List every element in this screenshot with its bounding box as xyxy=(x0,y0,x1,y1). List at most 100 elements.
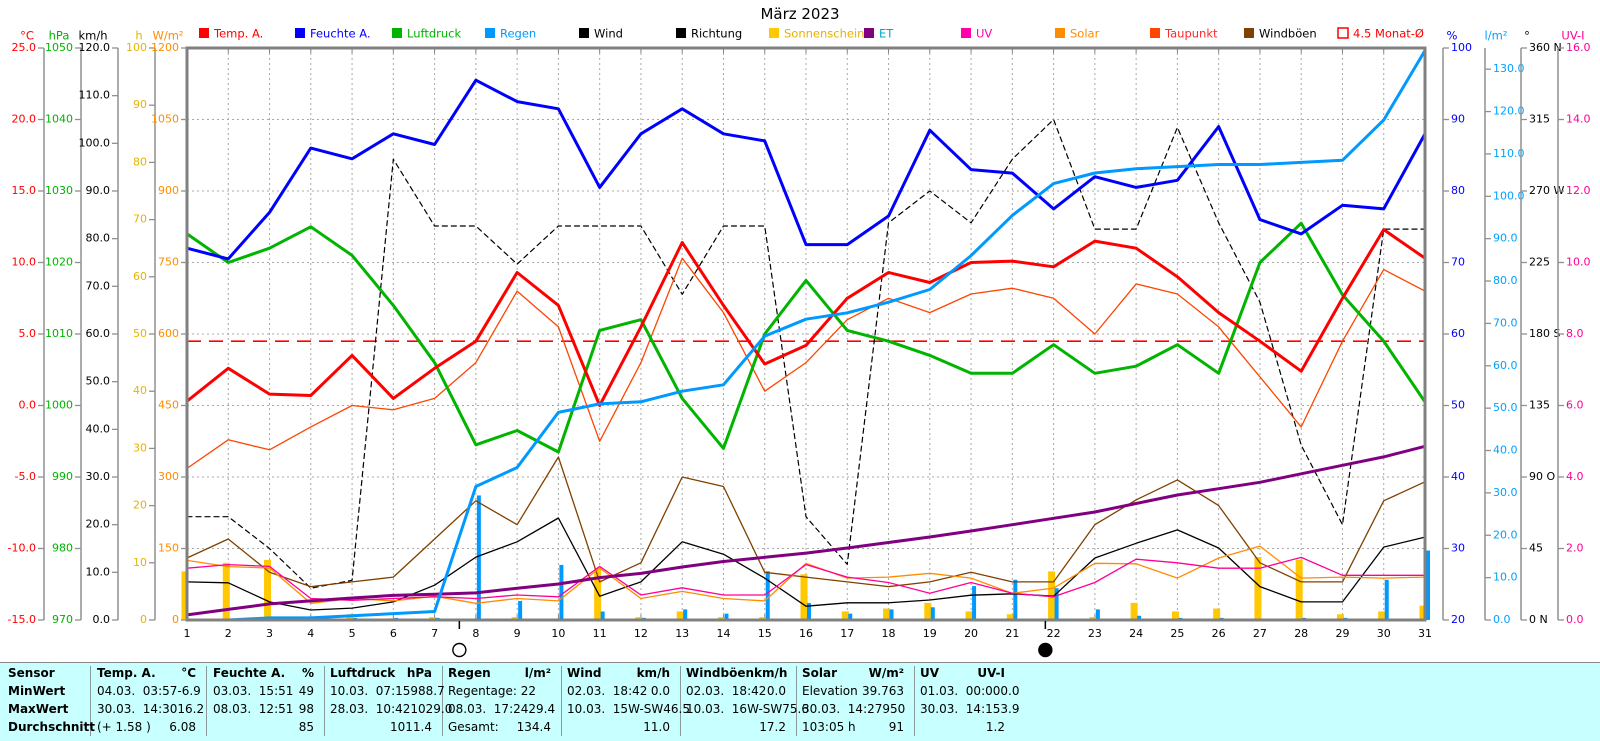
table-row-header: Sensor xyxy=(8,666,55,680)
svg-text:50.0: 50.0 xyxy=(86,375,111,388)
axis-left-°C: °C25.0 20.0 15.0 10.0 5.0 0.0 -5.0 -10.0 -15.0 xyxy=(8,29,45,626)
svg-text:10.0: 10.0 xyxy=(1566,256,1591,269)
svg-text:1000: 1000 xyxy=(45,399,73,412)
table-col-header-luftdruck: Luftdruck hPa xyxy=(330,666,432,680)
series-temp-line xyxy=(186,228,1426,407)
svg-text:0.0: 0.0 xyxy=(1566,613,1584,626)
svg-text:40: 40 xyxy=(133,384,147,397)
svg-text:4.0: 4.0 xyxy=(1566,470,1584,483)
svg-text:600: 600 xyxy=(158,327,179,340)
svg-text:120.0: 120.0 xyxy=(1493,105,1525,118)
svg-text:Taupunkt: Taupunkt xyxy=(1164,27,1218,41)
svg-text:90.0: 90.0 xyxy=(1493,232,1518,245)
svg-text:150: 150 xyxy=(158,542,179,555)
table-cell-max: 10.03. 15W-SW 46.5 xyxy=(567,702,690,716)
table-cell-avg: 1.2 xyxy=(985,720,1005,734)
table-col-header-windb-en: Windböen km/h xyxy=(686,666,788,680)
table-cell-avg: Gesamt: 134.4 xyxy=(448,720,551,734)
svg-text:6: 6 xyxy=(390,627,397,640)
svg-text:70.0: 70.0 xyxy=(1493,316,1518,329)
table-cell-max: 30.03. 14:15 3.9 xyxy=(920,702,1020,716)
series-uv-line xyxy=(186,556,1426,601)
svg-text:60: 60 xyxy=(133,270,147,283)
svg-text:110.0: 110.0 xyxy=(79,89,111,102)
svg-text:20: 20 xyxy=(964,627,978,640)
svg-text:50: 50 xyxy=(1451,399,1465,412)
svg-text:22: 22 xyxy=(1047,627,1061,640)
table-column-divider xyxy=(90,666,91,736)
svg-text:1: 1 xyxy=(184,627,191,640)
svg-text:30.0: 30.0 xyxy=(1493,486,1518,499)
series-feuchte-line xyxy=(186,78,1426,261)
svg-text:20: 20 xyxy=(1451,613,1465,626)
svg-text:50.0: 50.0 xyxy=(1493,401,1518,414)
axis-right-UV-I: UV-I16.0 14.0 12.0 10.0 8.0 6.0 4.0 2.0 0.0 xyxy=(1557,29,1591,626)
table-cell-max: 30.03. 14:30 16.2 xyxy=(97,702,205,716)
svg-text:1030: 1030 xyxy=(45,184,73,197)
svg-text:20.0: 20.0 xyxy=(86,518,111,531)
table-cell-min: 01.03. 00:00 0.0 xyxy=(920,684,1020,698)
svg-text:980: 980 xyxy=(52,542,73,555)
table-cell-avg: 103:05 h 91 xyxy=(802,720,904,734)
legend-item-regen: Regen xyxy=(485,27,536,41)
svg-text:4: 4 xyxy=(307,627,314,640)
svg-text:2.0: 2.0 xyxy=(1566,542,1584,555)
svg-text:450: 450 xyxy=(158,399,179,412)
table-cell-min: 02.03. 18:42 0.0 xyxy=(567,684,670,698)
svg-text:40: 40 xyxy=(1451,470,1465,483)
svg-text:90.0: 90.0 xyxy=(86,184,111,197)
table-cell-avg: 17.2 xyxy=(759,720,786,734)
svg-text:W/m²: W/m² xyxy=(152,29,183,43)
table-col-header-temp-a-: Temp. A. °C xyxy=(97,666,196,680)
svg-text:300: 300 xyxy=(158,470,179,483)
svg-text:Windböen: Windböen xyxy=(1259,27,1317,41)
svg-text:8: 8 xyxy=(472,627,479,640)
svg-text:16: 16 xyxy=(799,627,813,640)
series-luftdruck-line xyxy=(186,221,1426,454)
svg-text:6.0: 6.0 xyxy=(1566,399,1584,412)
svg-text:24: 24 xyxy=(1129,627,1143,640)
svg-text:10: 10 xyxy=(551,627,565,640)
svg-text:900: 900 xyxy=(158,184,179,197)
svg-text:25.0: 25.0 xyxy=(12,41,37,54)
svg-text:20.0: 20.0 xyxy=(12,113,37,126)
table-column-divider xyxy=(796,666,797,736)
svg-text:Wind: Wind xyxy=(594,27,623,41)
svg-text:10.0: 10.0 xyxy=(86,565,111,578)
svg-text:Richtung: Richtung xyxy=(691,27,742,41)
series-solar-line xyxy=(186,545,1426,604)
svg-text:Feuchte A.: Feuchte A. xyxy=(310,27,371,41)
table-cell-avg: 1011.4 xyxy=(390,720,432,734)
axis-right-°: °360 N 315 270 W 225 180 S 135 90 O 45 0 N xyxy=(1520,29,1564,626)
series-windboeen-line xyxy=(186,456,1426,588)
svg-text:23: 23 xyxy=(1088,627,1102,640)
svg-text:%: % xyxy=(1447,29,1458,43)
table-cell-min: 03.03. 15:51 49 xyxy=(213,684,314,698)
weather-chart: °C25.020.015.010.05.00.0-5.0-10.0-15.0hP… xyxy=(8,27,1591,658)
svg-text:1020: 1020 xyxy=(45,256,73,269)
svg-text:90 O: 90 O xyxy=(1529,470,1555,483)
table-col-header-wind: Wind km/h xyxy=(567,666,670,680)
svg-text:2: 2 xyxy=(225,627,232,640)
svg-text:180 S: 180 S xyxy=(1529,327,1560,340)
legend-item-windb-en: Windböen xyxy=(1244,27,1317,41)
svg-text:l/m²: l/m² xyxy=(1485,29,1508,43)
svg-text:Regen: Regen xyxy=(500,27,536,41)
svg-text:3: 3 xyxy=(266,627,273,640)
svg-text:100: 100 xyxy=(126,41,147,54)
svg-text:90: 90 xyxy=(1451,113,1465,126)
table-cell-max: 08.03. 17:24 29.4 xyxy=(448,702,556,716)
svg-text:14: 14 xyxy=(716,627,730,640)
stats-table: Sensor MinWert MaxWert Durchschnitt Temp. A.… xyxy=(0,662,1600,741)
svg-text:28: 28 xyxy=(1294,627,1308,640)
svg-text:0.0: 0.0 xyxy=(1493,613,1511,626)
table-row-header: Durchschnitt xyxy=(8,720,96,734)
svg-text:km/h: km/h xyxy=(78,29,107,43)
table-cell-min: Regentage: 22 xyxy=(448,684,536,698)
legend-item-taupunkt: Taupunkt xyxy=(1150,27,1218,41)
full-moon-icon xyxy=(452,621,467,658)
svg-text:Temp. A.: Temp. A. xyxy=(213,27,263,41)
svg-text:21: 21 xyxy=(1005,627,1019,640)
svg-text:0 N: 0 N xyxy=(1529,613,1548,626)
